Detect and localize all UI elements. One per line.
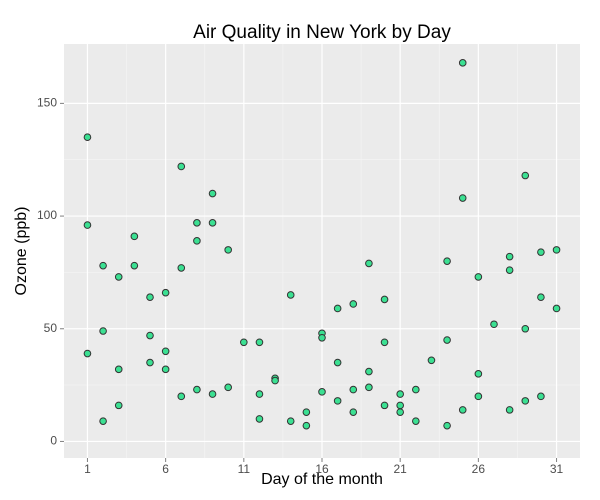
point (302, 421, 311, 430)
point (396, 401, 404, 410)
point (521, 324, 530, 333)
point (177, 264, 186, 272)
point (458, 59, 467, 67)
point (537, 248, 545, 256)
point (474, 370, 483, 378)
x-tick-label: 21 (394, 462, 408, 476)
point (255, 390, 264, 398)
point (365, 259, 373, 268)
point (146, 331, 154, 340)
point (99, 261, 107, 270)
point (286, 417, 295, 425)
point (333, 304, 342, 313)
point (396, 408, 404, 416)
point (255, 338, 264, 347)
point (443, 336, 451, 344)
point (146, 293, 154, 302)
point (161, 347, 170, 356)
point (286, 291, 295, 299)
point (443, 257, 451, 265)
point (193, 385, 201, 394)
point (458, 406, 467, 414)
point (537, 293, 545, 302)
point (474, 392, 483, 401)
point (505, 252, 514, 261)
point (349, 300, 358, 308)
point (83, 221, 92, 229)
y-tick-label: 150 (37, 96, 57, 110)
x-tick-label: 6 (162, 462, 169, 476)
point (505, 266, 514, 274)
point (83, 349, 92, 358)
point (255, 415, 264, 423)
point (193, 237, 201, 245)
x-tick-label: 16 (315, 462, 329, 476)
point (146, 358, 154, 367)
point (505, 406, 514, 414)
chart-title: Air Quality in New York by Day (193, 22, 451, 43)
point (177, 392, 186, 401)
point (333, 397, 342, 405)
point (380, 338, 389, 347)
point (552, 246, 561, 254)
x-axis-title: Day of the month (261, 471, 383, 488)
point (458, 194, 467, 202)
point (224, 383, 232, 392)
y-axis-title: Ozone (ppb) (13, 207, 30, 296)
x-tick-label: 1 (84, 462, 91, 476)
point (114, 401, 123, 410)
point (83, 133, 92, 141)
point (99, 327, 107, 335)
point (365, 383, 373, 392)
y-tick-label: 100 (37, 208, 57, 222)
x-tick-label: 11 (238, 462, 251, 476)
point (240, 338, 248, 347)
point (114, 365, 123, 374)
point (114, 273, 123, 281)
point (552, 304, 561, 313)
point (271, 376, 279, 385)
y-tick-label: 50 (44, 321, 58, 335)
point (302, 408, 311, 416)
point (99, 417, 107, 425)
point (537, 392, 545, 401)
point (224, 246, 232, 254)
point (161, 365, 170, 374)
point (130, 261, 139, 270)
point (443, 421, 451, 430)
point (130, 232, 139, 241)
point (396, 390, 404, 398)
point (333, 358, 342, 367)
point (349, 385, 358, 394)
point (521, 171, 530, 180)
point (380, 295, 389, 304)
point (193, 219, 201, 227)
point (474, 273, 483, 281)
point (412, 385, 420, 394)
point (521, 397, 530, 405)
point (318, 388, 326, 396)
point (161, 288, 170, 297)
point (490, 320, 498, 329)
point (208, 219, 217, 227)
point (365, 367, 373, 376)
point (208, 189, 217, 198)
point (349, 408, 358, 416)
point (318, 333, 326, 342)
y-tick-label: 0 (50, 434, 57, 448)
point (427, 356, 436, 365)
point (208, 390, 217, 398)
point (177, 162, 186, 171)
x-tick-label: 26 (472, 462, 486, 476)
point (412, 417, 420, 425)
point (380, 401, 389, 410)
x-tick-label: 31 (550, 462, 564, 476)
